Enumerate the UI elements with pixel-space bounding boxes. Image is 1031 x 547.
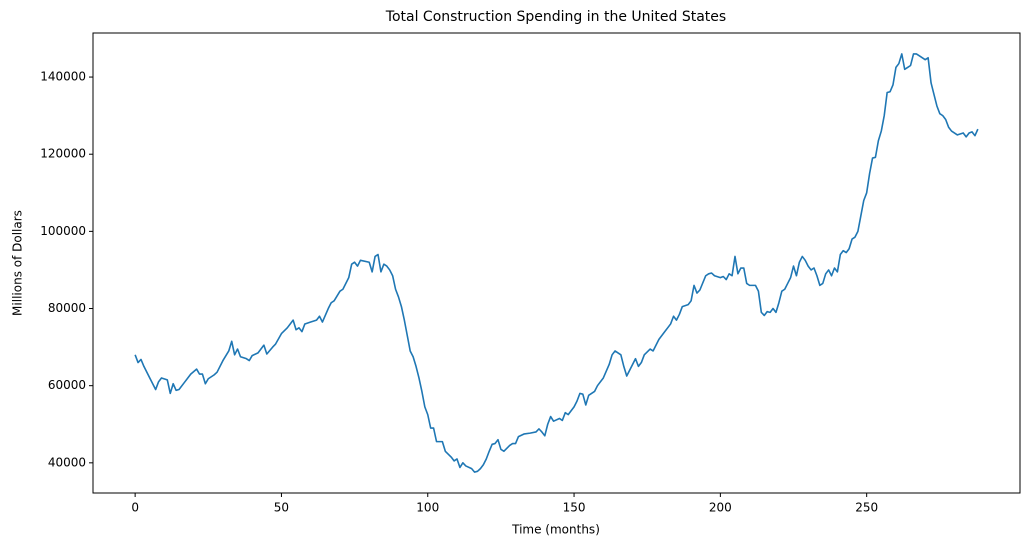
- x-tick-label: 100: [416, 501, 439, 515]
- x-tick-label: 50: [274, 501, 289, 515]
- chart-title: Total Construction Spending in the Unite…: [385, 9, 726, 25]
- x-tick-label: 250: [855, 501, 878, 515]
- x-tick-label: 0: [131, 501, 139, 515]
- x-tick-label: 200: [709, 501, 732, 515]
- y-tick-label: 40000: [48, 455, 86, 469]
- y-tick-label: 120000: [40, 147, 86, 161]
- data-line: [134, 53, 979, 473]
- y-axis-label: Millions of Dollars: [11, 210, 25, 316]
- plot-frame: [92, 32, 1021, 494]
- y-tick-label: 60000: [48, 378, 86, 392]
- y-tick-label: 80000: [48, 301, 86, 315]
- y-tick-label: 140000: [40, 70, 86, 84]
- y-tick-label: 100000: [40, 224, 86, 238]
- x-axis-label: Time (months): [511, 523, 600, 537]
- x-tick-label: 150: [563, 501, 586, 515]
